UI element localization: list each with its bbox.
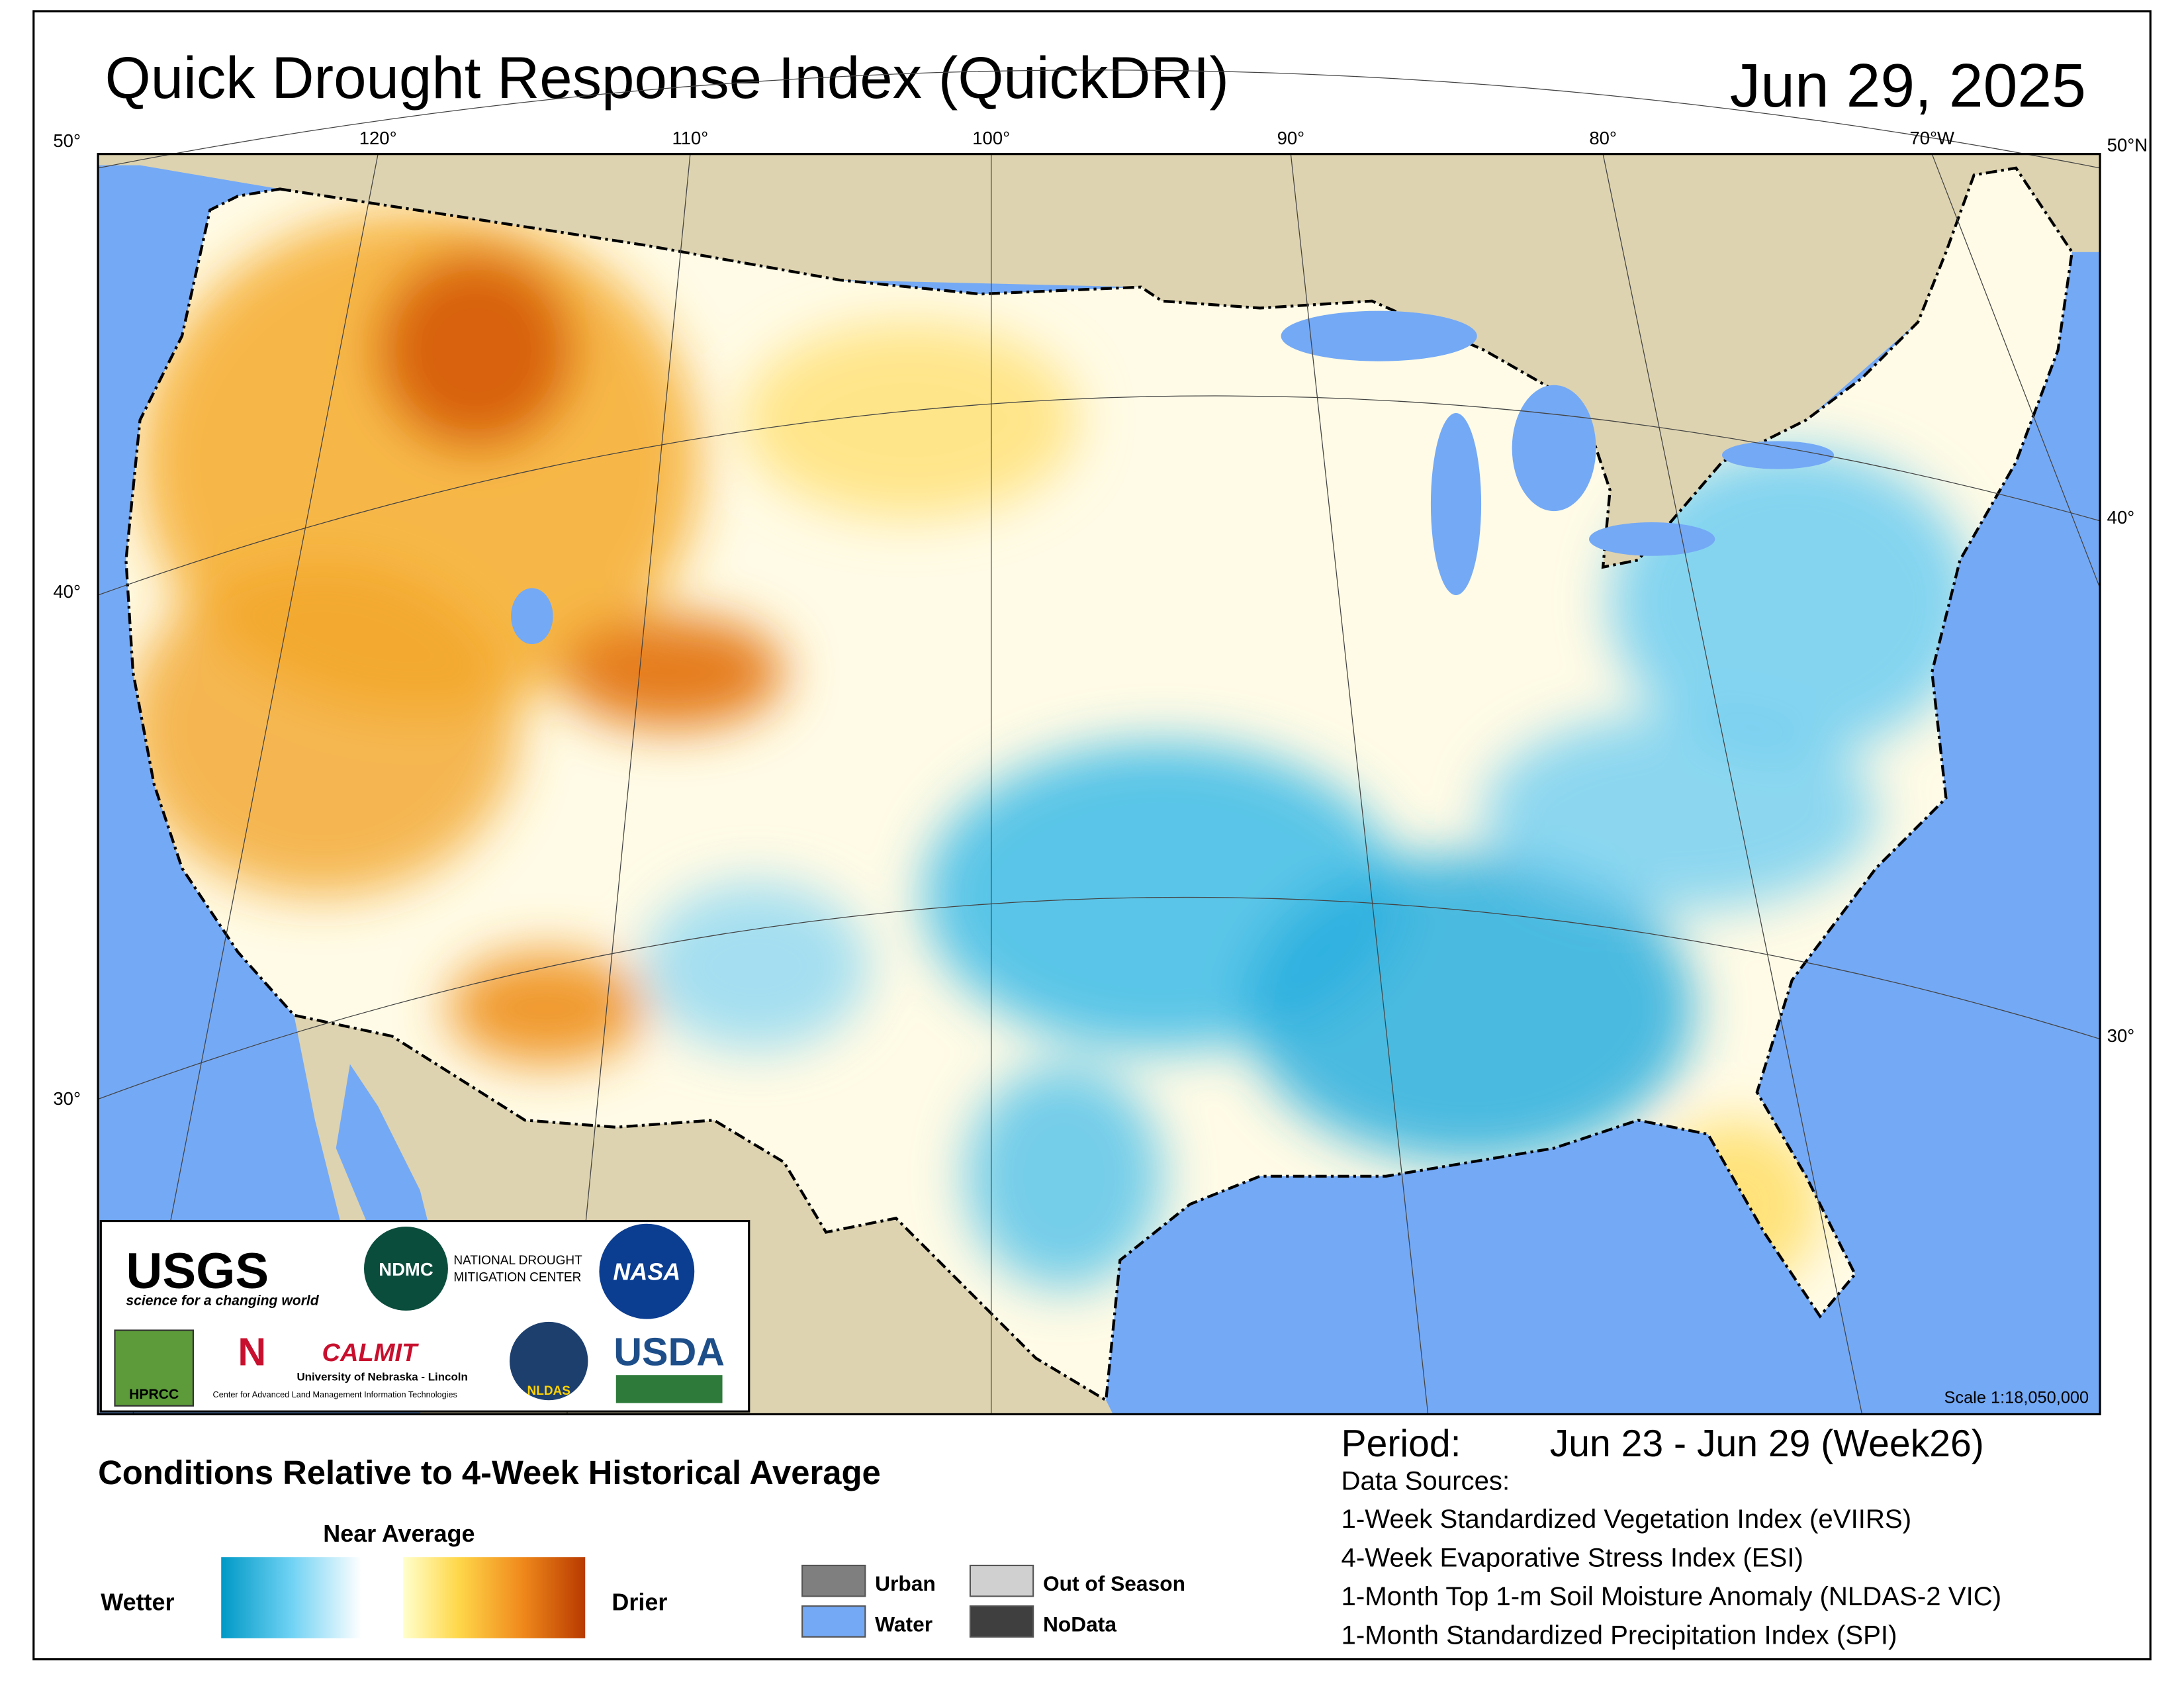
usgs-logo: USGS: [126, 1243, 269, 1299]
longitude-label: 110°: [672, 128, 708, 148]
legend-heading: Conditions Relative to 4-Week Historical…: [98, 1454, 881, 1491]
title: Quick Drought Response Index (QuickDRI): [105, 45, 1229, 111]
info: Period: Jun 23 - Jun 29 (Week26) Data So…: [1342, 1423, 2002, 1650]
hprcc-logo: HPRCC: [129, 1387, 179, 1402]
logos: USGS science for a changing world NDMC N…: [99, 1219, 751, 1413]
scale: Scale 1:18,050,000: [1944, 1389, 2089, 1407]
calmit-univ: University of Nebraska - Lincoln: [296, 1371, 467, 1383]
ndmc-name: NATIONAL DROUGHT: [453, 1254, 582, 1268]
latitude-label: 40°: [2107, 507, 2135, 528]
latitude-label: 30°: [53, 1088, 81, 1109]
nasa-logo: NASA: [613, 1258, 680, 1285]
ndmc-name: MITIGATION CENTER: [453, 1271, 581, 1285]
period-label: Period:: [1342, 1423, 1461, 1465]
longitude-label: 100°: [972, 128, 1010, 148]
longitude-label: 90°: [1277, 128, 1305, 148]
near-average: Near Average: [323, 1520, 475, 1547]
data-source: 1-Week Standardized Vegetation Index (eV…: [1342, 1504, 1912, 1534]
longitude-label: 70°W: [1909, 128, 1954, 148]
dry-ramp: [403, 1557, 586, 1638]
legend-item: Out of Season: [1043, 1571, 1185, 1595]
calmit-logo: CALMIT: [322, 1339, 420, 1367]
longitude-label: 80°: [1589, 128, 1617, 148]
legend-item: NoData: [1043, 1612, 1116, 1636]
drier: Drier: [612, 1589, 667, 1616]
legend: Conditions Relative to 4-Week Historical…: [98, 1454, 1185, 1638]
legend-item: Urban: [875, 1571, 936, 1595]
wetter: Wetter: [101, 1589, 174, 1616]
longitude-label: 120°: [359, 128, 397, 148]
latitude-label: 40°: [53, 581, 81, 602]
sources-heading: Data Sources:: [1342, 1466, 1510, 1496]
nldas-logo: NLDAS: [527, 1384, 570, 1398]
latitude-label: 30°: [2107, 1025, 2135, 1046]
wet-ramp: [221, 1557, 361, 1638]
map: Scale 1:18,050,000: [97, 70, 2101, 1416]
data-source: 1-Month Standardized Precipitation Index…: [1342, 1620, 1897, 1650]
data-source: 4-Week Evaporative Stress Index (ESI): [1342, 1542, 1803, 1572]
svg-text:N: N: [238, 1329, 266, 1374]
canada: [98, 154, 2101, 567]
period-value: Jun 23 - Jun 29 (Week26): [1550, 1423, 1984, 1465]
latitude-label: 50°: [53, 130, 81, 151]
graticule: [97, 70, 2101, 1415]
legend-item: Water: [875, 1612, 933, 1636]
usda-logo: USDA: [614, 1329, 725, 1374]
usgs-tagline: science for a changing world: [126, 1293, 319, 1308]
calmit-full: Center for Advanced Land Management Info…: [213, 1390, 457, 1399]
date: Jun 29, 2025: [1730, 51, 2086, 120]
latitude-label: 50°N: [2107, 134, 2148, 155]
data-source: 1-Month Top 1-m Soil Moisture Anomaly (N…: [1342, 1581, 2002, 1611]
ndmc-logo: NDMC: [379, 1259, 433, 1280]
